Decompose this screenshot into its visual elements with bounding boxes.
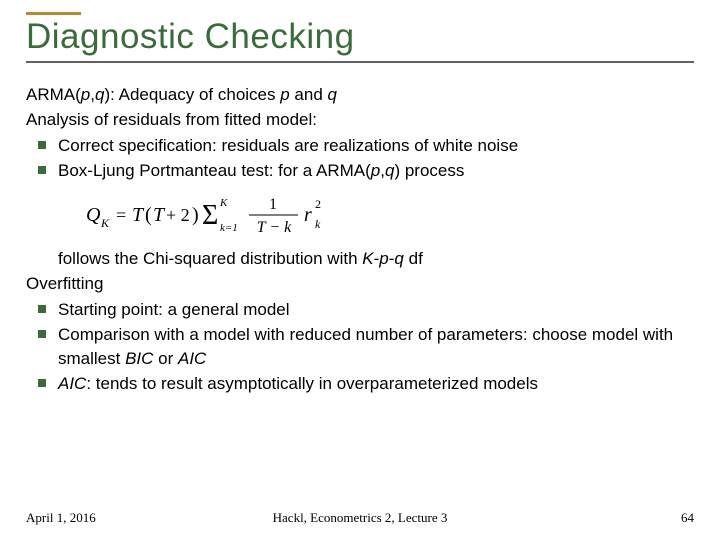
list-item: Box-Ljung Portmanteau test: for a ARMA(p… — [26, 159, 694, 182]
paren-open: ( — [145, 204, 152, 226]
sym-K-sub: K — [100, 216, 110, 230]
text: and — [290, 85, 328, 104]
bullet-text: Correct specification: residuals are rea… — [58, 136, 518, 155]
plus-2: + 2 — [166, 205, 190, 225]
bullet-text: Starting point: a general model — [58, 300, 290, 319]
var-p: p — [379, 249, 388, 268]
bullet-icon — [38, 305, 46, 313]
sigma-upper: K — [219, 197, 228, 209]
slide: Diagnostic Checking ARMA(p,q): Adequacy … — [0, 0, 720, 540]
intro-line-2: Analysis of residuals from fitted model: — [26, 108, 694, 131]
var-bic: BIC — [125, 349, 153, 368]
var-p: p — [280, 85, 289, 104]
sym-Q: Q — [86, 204, 101, 226]
bullet-list-1: Correct specification: residuals are rea… — [26, 134, 694, 183]
list-item: Comparison with a model with reduced num… — [26, 323, 694, 370]
sigma-icon: Σ — [202, 200, 218, 231]
list-item: AIC: tends to result asymptotically in o… — [26, 372, 694, 395]
footer-date: April 1, 2016 — [26, 510, 96, 525]
list-item: Starting point: a general model — [26, 298, 694, 321]
var-q: q — [394, 249, 403, 268]
sub-k: k — [315, 217, 321, 231]
frac-num: 1 — [269, 196, 277, 213]
slide-title: Diagnostic Checking — [26, 17, 694, 57]
bullet-list-2: Starting point: a general model Comparis… — [26, 298, 694, 396]
footer: April 1, 2016 Hackl, Econometrics 2, Lec… — [0, 510, 720, 526]
overfitting-heading: Overfitting — [26, 272, 694, 295]
text: ARMA( — [26, 85, 81, 104]
var-q: q — [328, 85, 337, 104]
sym-eq: = — [116, 205, 126, 225]
var-p: p — [81, 85, 90, 104]
bullet-icon — [38, 379, 46, 387]
text: ) process — [394, 161, 464, 180]
sym-T: T — [153, 204, 166, 226]
follows-line: follows the Chi-squared distribution wit… — [26, 247, 694, 270]
list-item: Correct specification: residuals are rea… — [26, 134, 694, 157]
text: Box-Ljung Portmanteau test: for a ARMA( — [58, 161, 371, 180]
text: follows the Chi-squared distribution wit… — [58, 249, 362, 268]
title-block: Diagnostic Checking — [26, 12, 694, 63]
var-p: p — [371, 161, 380, 180]
paren-close: ) — [192, 204, 199, 226]
text: or — [153, 349, 178, 368]
sup-2: 2 — [315, 197, 321, 211]
formula: Q K = T ( T + 2 ) Σ K k=1 1 T − k r — [86, 191, 694, 241]
sym-r: r — [304, 204, 312, 226]
footer-page-number: 64 — [681, 510, 694, 526]
var-aic: AIC — [178, 349, 206, 368]
bullet-icon — [38, 166, 46, 174]
intro-line-1: ARMA(p,q): Adequacy of choices p and q — [26, 83, 694, 106]
body: ARMA(p,q): Adequacy of choices p and q A… — [26, 83, 694, 396]
bullet-icon — [38, 330, 46, 338]
var-k: K — [362, 249, 373, 268]
text: df — [404, 249, 423, 268]
bullet-text: Comparison with a model with reduced num… — [58, 325, 673, 367]
bullet-text: Box-Ljung Portmanteau test: for a ARMA(p… — [58, 161, 464, 180]
accent-bar — [26, 12, 81, 15]
sym-T: T — [132, 204, 145, 226]
bullet-text: AIC: tends to result asymptotically in o… — [58, 374, 538, 393]
text: ): Adequacy of choices — [104, 85, 280, 104]
frac-den: T − k — [257, 219, 292, 236]
text: : tends to result asymptotically in over… — [86, 374, 538, 393]
footer-center: Hackl, Econometrics 2, Lecture 3 — [273, 510, 448, 526]
sigma-lower: k=1 — [220, 222, 238, 234]
var-aic: AIC — [58, 374, 86, 393]
bullet-icon — [38, 141, 46, 149]
